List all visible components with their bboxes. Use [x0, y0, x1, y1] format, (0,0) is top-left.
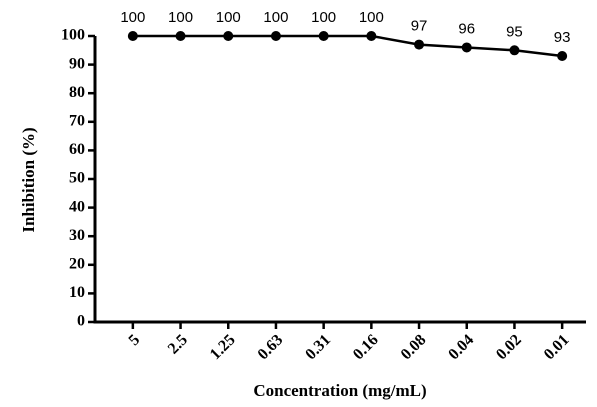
x-tick-label: 0.01 — [541, 331, 573, 363]
x-tick-label: 2.5 — [165, 331, 191, 357]
y-tick-label: 80 — [69, 84, 85, 101]
data-label: 100 — [168, 9, 193, 26]
data-point — [414, 39, 425, 50]
y-tick-label: 60 — [69, 141, 85, 158]
y-tick-label: 0 — [77, 313, 85, 330]
data-label: 100 — [359, 9, 384, 26]
data-point — [557, 51, 568, 62]
data-point — [127, 31, 138, 41]
y-tick-label: 20 — [69, 255, 85, 272]
data-point — [509, 45, 520, 56]
x-axis-title: Concentration (mg/mL) — [253, 381, 426, 400]
y-tick-label: 10 — [69, 284, 85, 301]
y-tick-label: 30 — [69, 227, 85, 244]
data-point — [318, 31, 329, 41]
x-tick-label: 5 — [126, 331, 144, 349]
x-tick-label: 0.08 — [398, 331, 430, 363]
data-point — [461, 42, 472, 53]
x-tick-label: 0.16 — [350, 331, 382, 363]
data-label: 96 — [458, 20, 475, 37]
data-label: 100 — [120, 9, 145, 26]
y-tick-label: 90 — [69, 55, 85, 72]
y-tick-label: 40 — [69, 198, 85, 215]
data-point — [270, 31, 281, 41]
data-point — [223, 31, 234, 41]
data-point — [175, 31, 186, 41]
x-tick-label: 0.04 — [445, 331, 477, 363]
data-point — [366, 31, 377, 41]
y-tick-label: 70 — [69, 112, 85, 129]
y-axis-title: Inhibition (%) — [19, 127, 38, 232]
data-label: 97 — [411, 18, 428, 35]
y-tick-label: 100 — [61, 27, 85, 44]
data-label: 100 — [216, 9, 241, 26]
x-tick-label: 0.02 — [493, 331, 525, 363]
data-line — [132, 34, 563, 58]
data-label: 95 — [506, 23, 523, 40]
x-tick-label: 0.63 — [255, 331, 287, 363]
x-tick-label: 0.31 — [302, 331, 334, 363]
x-tick-label: 1.25 — [207, 331, 239, 363]
data-label: 100 — [311, 9, 336, 26]
data-label: 93 — [554, 29, 571, 46]
y-tick-label: 50 — [69, 170, 85, 187]
data-label: 100 — [263, 9, 288, 26]
